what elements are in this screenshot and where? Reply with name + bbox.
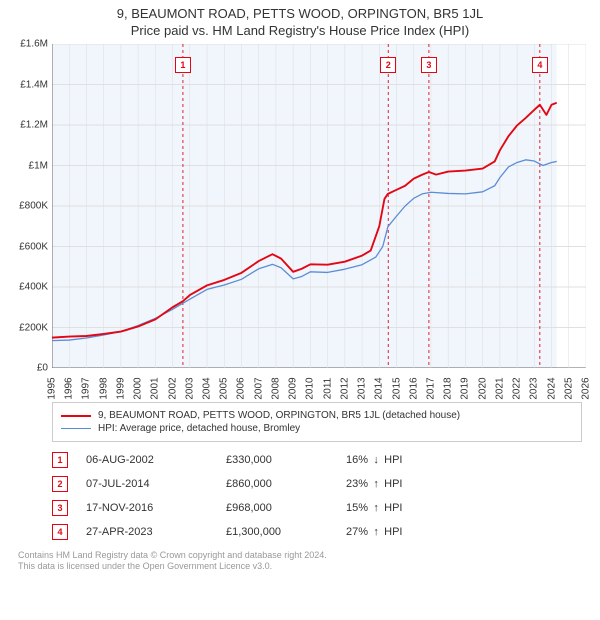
arrow-down-icon: ↓: [371, 454, 381, 466]
sale-row: 1 06-AUG-2002£330,00016% ↓ HPI: [52, 448, 582, 472]
sale-events-table: 1 06-AUG-2002£330,00016% ↓ HPI 2 07-JUL-201…: [52, 448, 582, 544]
legend-item: 9, BEAUMONT ROAD, PETTS WOOD, ORPINGTON,…: [61, 409, 573, 422]
sale-date: 06-AUG-2002: [86, 454, 226, 466]
arrow-up-icon: ↑: [371, 502, 381, 514]
legend-item: HPI: Average price, detached house, Brom…: [61, 422, 573, 435]
y-tick-label: £200K: [19, 322, 48, 333]
x-tick-label: 2004: [202, 377, 213, 399]
page-title: 9, BEAUMONT ROAD, PETTS WOOD, ORPINGTON,…: [8, 6, 592, 21]
attribution-footer: Contains HM Land Registry data © Crown c…: [18, 550, 582, 573]
footer-line: This data is licensed under the Open Gov…: [18, 561, 582, 572]
x-tick-label: 1995: [47, 377, 58, 399]
sale-badge: 4: [52, 524, 68, 540]
sale-row: 3 17-NOV-2016£968,00015% ↑ HPI: [52, 496, 582, 520]
legend: 9, BEAUMONT ROAD, PETTS WOOD, ORPINGTON,…: [52, 402, 582, 442]
x-tick-label: 2021: [494, 377, 505, 399]
sale-badge: 3: [52, 500, 68, 516]
x-tick-label: 2001: [150, 377, 161, 399]
chart-container: £0£200K£400K£600K£800K£1M£1.2M£1.4M£1.6M…: [8, 44, 592, 394]
x-tick-label: 2000: [133, 377, 144, 399]
sale-price: £860,000: [226, 478, 346, 490]
x-tick-label: 2018: [443, 377, 454, 399]
x-tick-label: 2017: [425, 377, 436, 399]
arrow-up-icon: ↑: [371, 526, 381, 538]
sale-price: £968,000: [226, 502, 346, 514]
sale-delta: 27% ↑ HPI: [346, 526, 476, 538]
x-tick-label: 2005: [219, 377, 230, 399]
x-tick-label: 2014: [374, 377, 385, 399]
y-tick-label: £1M: [29, 160, 48, 171]
x-tick-label: 2008: [270, 377, 281, 399]
y-tick-label: £1.6M: [20, 39, 48, 50]
x-tick-label: 2016: [408, 377, 419, 399]
x-tick-label: 2003: [184, 377, 195, 399]
y-tick-label: £1.4M: [20, 79, 48, 90]
y-axis: £0£200K£400K£600K£800K£1M£1.2M£1.4M£1.6M: [8, 44, 52, 368]
event-marker: 4: [532, 57, 548, 73]
x-tick-label: 2002: [167, 377, 178, 399]
x-tick-label: 2026: [581, 377, 592, 399]
sale-date: 27-APR-2023: [86, 526, 226, 538]
x-tick-label: 1996: [64, 377, 75, 399]
legend-label: 9, BEAUMONT ROAD, PETTS WOOD, ORPINGTON,…: [98, 410, 460, 421]
event-marker: 3: [421, 57, 437, 73]
x-tick-label: 1998: [98, 377, 109, 399]
sale-price: £330,000: [226, 454, 346, 466]
sale-row: 4 27-APR-2023£1,300,00027% ↑ HPI: [52, 520, 582, 544]
x-tick-label: 2019: [460, 377, 471, 399]
y-tick-label: £800K: [19, 201, 48, 212]
sale-badge: 1: [52, 452, 68, 468]
sale-price: £1,300,000: [226, 526, 346, 538]
x-tick-label: 2015: [391, 377, 402, 399]
x-tick-label: 1997: [81, 377, 92, 399]
legend-swatch: [61, 415, 91, 417]
footer-line: Contains HM Land Registry data © Crown c…: [18, 550, 582, 561]
sale-date: 17-NOV-2016: [86, 502, 226, 514]
x-tick-label: 2020: [477, 377, 488, 399]
legend-label: HPI: Average price, detached house, Brom…: [98, 423, 300, 434]
x-tick-label: 2013: [357, 377, 368, 399]
x-tick-label: 1999: [115, 377, 126, 399]
page-subtitle: Price paid vs. HM Land Registry's House …: [8, 23, 592, 38]
x-tick-label: 2012: [339, 377, 350, 399]
event-marker: 1: [175, 57, 191, 73]
x-tick-label: 2010: [305, 377, 316, 399]
sale-badge: 2: [52, 476, 68, 492]
y-tick-label: £400K: [19, 282, 48, 293]
x-axis: 1995199619971998199920002001200220032004…: [52, 368, 586, 394]
x-tick-label: 2007: [253, 377, 264, 399]
x-tick-label: 2006: [236, 377, 247, 399]
x-tick-label: 2022: [512, 377, 523, 399]
x-tick-label: 2009: [288, 377, 299, 399]
x-tick-label: 2024: [546, 377, 557, 399]
y-tick-label: £600K: [19, 241, 48, 252]
arrow-up-icon: ↑: [371, 478, 381, 490]
sale-delta: 23% ↑ HPI: [346, 478, 476, 490]
plot-area: 1 2 3 4: [52, 44, 586, 368]
y-tick-label: £1.2M: [20, 120, 48, 131]
sale-date: 07-JUL-2014: [86, 478, 226, 490]
sale-delta: 15% ↑ HPI: [346, 502, 476, 514]
x-tick-label: 2023: [529, 377, 540, 399]
legend-swatch: [61, 428, 91, 429]
sale-row: 2 07-JUL-2014£860,00023% ↑ HPI: [52, 472, 582, 496]
y-tick-label: £0: [37, 363, 48, 374]
sale-delta: 16% ↓ HPI: [346, 454, 476, 466]
x-tick-label: 2025: [563, 377, 574, 399]
event-marker: 2: [380, 57, 396, 73]
x-tick-label: 2011: [322, 378, 333, 400]
